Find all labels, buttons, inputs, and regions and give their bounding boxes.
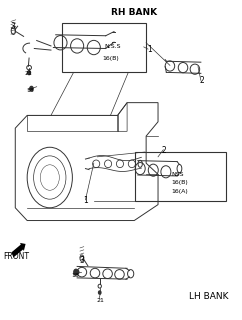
- Bar: [62, 23, 146, 72]
- Text: 1: 1: [83, 196, 88, 205]
- Text: 2: 2: [162, 146, 166, 155]
- Circle shape: [98, 291, 101, 294]
- Text: 21: 21: [25, 71, 33, 76]
- Circle shape: [76, 270, 79, 274]
- Text: 18: 18: [26, 88, 34, 93]
- Text: NSS: NSS: [171, 172, 184, 177]
- Text: 21: 21: [96, 298, 104, 303]
- Circle shape: [28, 71, 30, 75]
- Bar: [136, 152, 226, 201]
- Text: 1: 1: [147, 44, 152, 54]
- Text: 18: 18: [71, 273, 79, 278]
- Text: LH BANK: LH BANK: [189, 292, 228, 301]
- Text: 3: 3: [80, 256, 84, 265]
- Text: 3: 3: [10, 22, 15, 31]
- Circle shape: [74, 269, 78, 275]
- FancyArrow shape: [11, 243, 26, 257]
- Text: 2: 2: [200, 76, 204, 85]
- Text: RH BANK: RH BANK: [111, 8, 157, 17]
- Text: 16(B): 16(B): [171, 180, 188, 186]
- Circle shape: [30, 86, 33, 91]
- Text: 16(B): 16(B): [102, 56, 119, 60]
- Text: N.S.S: N.S.S: [105, 44, 121, 49]
- Text: 16(A): 16(A): [171, 189, 188, 194]
- Text: FRONT: FRONT: [3, 252, 30, 261]
